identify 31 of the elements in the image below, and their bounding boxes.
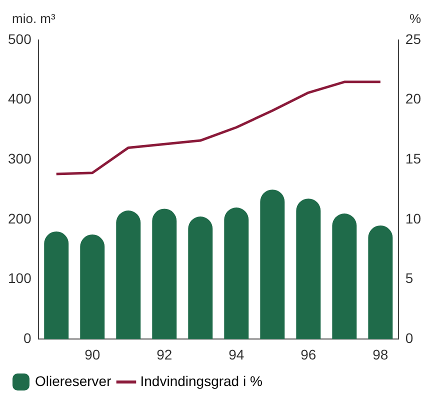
x-tick-label: 92 — [156, 346, 172, 362]
y2-tick-label: 20 — [405, 90, 422, 107]
y2-tick-label: 10 — [405, 210, 422, 226]
y-tick-label: 300 — [8, 150, 32, 167]
bar — [260, 190, 285, 340]
y-tick-label: 100 — [8, 270, 32, 286]
y-tick-label: 400 — [8, 90, 32, 107]
bar — [116, 210, 141, 340]
y2-tick-label: 0 — [405, 330, 414, 346]
y2-tick-label: 5 — [405, 270, 414, 286]
y2-tick-label: 25 — [405, 30, 422, 47]
bar — [44, 231, 69, 340]
bar — [296, 198, 321, 340]
x-tick-label: 98 — [372, 346, 388, 362]
y-tick-label: 200 — [8, 210, 32, 226]
x-tick-label: 90 — [84, 346, 100, 362]
bar — [224, 208, 249, 340]
y-axis-title: mio. m³ — [12, 11, 56, 26]
y2-axis-title: % — [409, 11, 422, 26]
bar — [368, 226, 393, 340]
legend-label: Oliereserver — [35, 372, 112, 389]
bar — [152, 208, 177, 340]
x-tick-label: 94 — [228, 346, 244, 362]
y-tick-label: 500 — [8, 30, 32, 47]
y-tick-label: 0 — [24, 330, 32, 346]
bar — [332, 214, 357, 340]
y2-tick-label: 15 — [405, 150, 422, 167]
x-tick-label: 96 — [300, 346, 316, 362]
bar — [80, 234, 105, 340]
legend-label: Indvindingsgrad i % — [140, 372, 262, 389]
bar — [188, 216, 213, 340]
